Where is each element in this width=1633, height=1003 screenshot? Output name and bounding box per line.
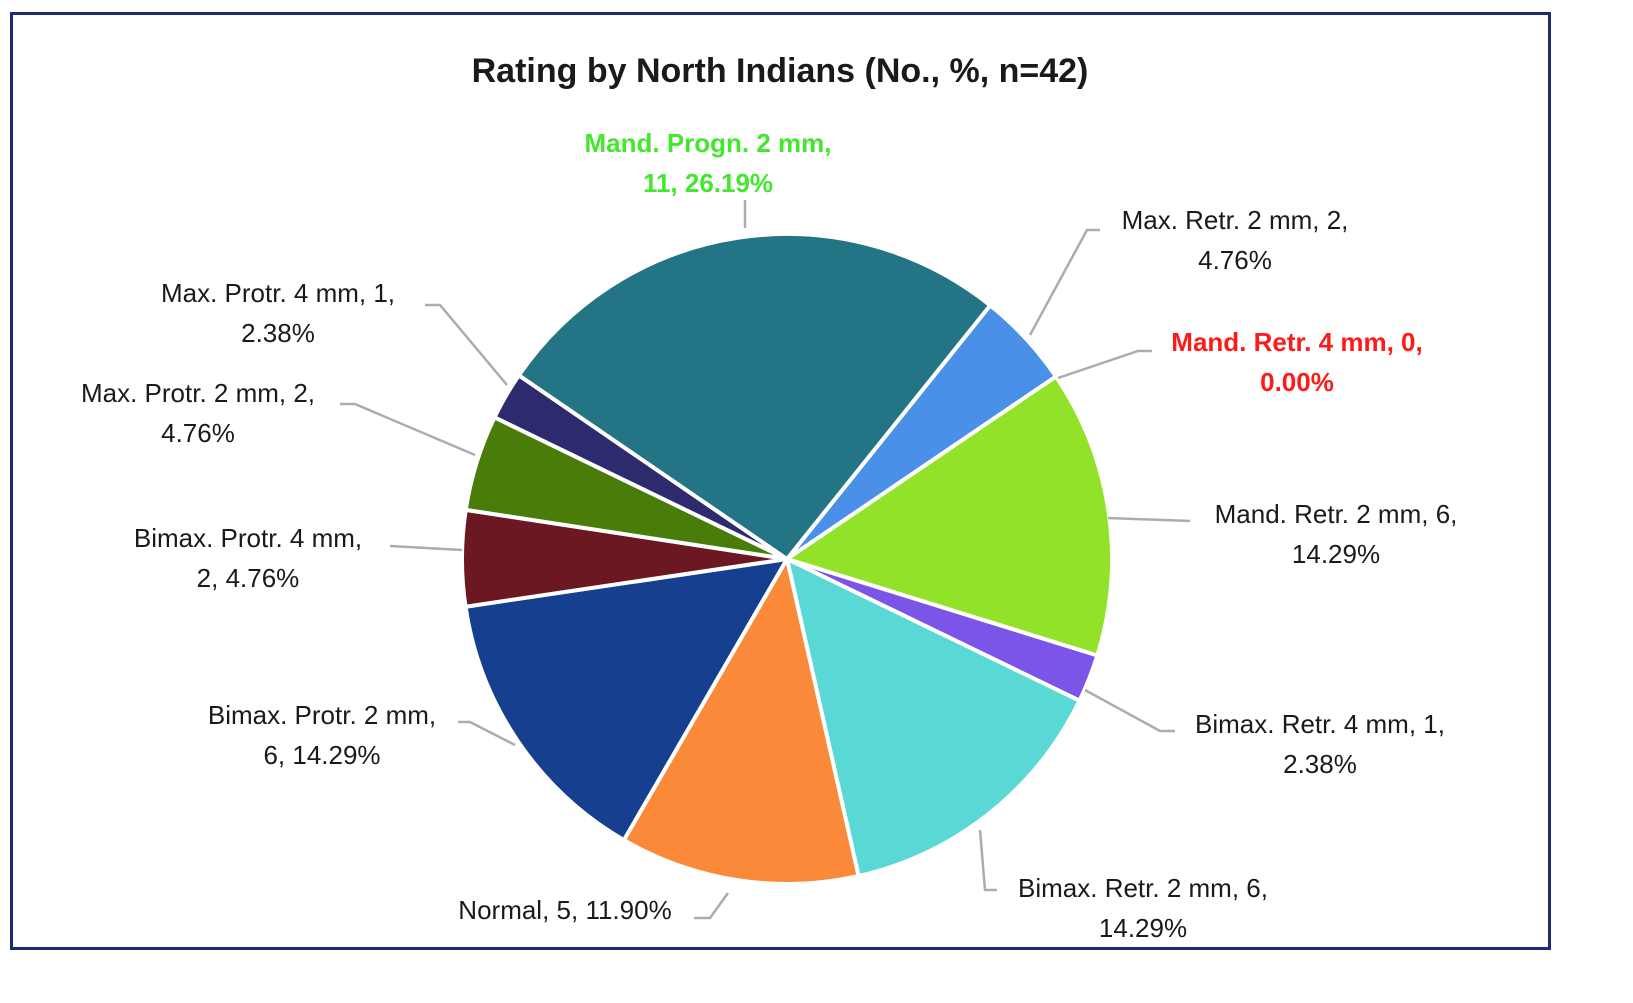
slice-normal (621, 557, 861, 886)
data-label-line: 11, 26.19% (643, 168, 773, 198)
data-label-max-protr-2-mm: Max. Protr. 2 mm, 2, 4.76% (81, 378, 315, 448)
data-label-mand-retr-2-mm: Mand. Retr. 2 mm, 6, 14.29% (1215, 499, 1458, 569)
data-label-line: Max. Protr. 2 mm, 2, (81, 378, 315, 408)
data-label-mand-progn-2-mm: Mand. Progn. 2 mm, 11, 26.19% (584, 128, 831, 198)
data-label-mand-retr-4-mm: Mand. Retr. 4 mm, 0, 0.00% (1171, 327, 1422, 397)
data-label-bimax-protr-2-mm: Bimax. Protr. 2 mm, 6, 14.29% (208, 700, 436, 770)
data-label-line: 4.76% (161, 418, 235, 448)
data-label-line: Normal, 5, 11.90% (458, 895, 671, 925)
data-label-line: Bimax. Retr. 2 mm, 6, (1018, 873, 1268, 903)
data-label-line: Mand. Retr. 2 mm, 6, (1215, 499, 1458, 529)
leader-line-max-protr-2-mm (340, 402, 476, 457)
data-label-bimax-retr-4-mm: Bimax. Retr. 4 mm, 1, 2.38% (1195, 709, 1445, 779)
data-label-line: Max. Retr. 2 mm, 2, (1122, 205, 1349, 235)
slice-mand-progn-2-mm (516, 232, 993, 561)
data-label-line: 2.38% (241, 318, 315, 348)
data-label-line: 6, 14.29% (263, 740, 380, 770)
data-label-max-protr-4-mm: Max. Protr. 4 mm, 1, 2.38% (161, 278, 395, 348)
data-label-line: 0.00% (1260, 367, 1334, 397)
leader-line-bimax-retr-4-mm (1084, 688, 1175, 733)
data-label-line: Max. Protr. 4 mm, 1, (161, 278, 395, 308)
data-label-line: Bimax. Protr. 2 mm, (208, 700, 436, 730)
data-label-line: Bimax. Protr. 4 mm, (134, 523, 362, 553)
data-label-line: 2.38% (1283, 749, 1357, 779)
data-label-line: Bimax. Retr. 4 mm, 1, (1195, 709, 1445, 739)
chart-frame (10, 12, 1551, 950)
leader-line-mand-retr-2-mm (1107, 516, 1191, 523)
data-label-line: Mand. Retr. 4 mm, 0, (1171, 327, 1422, 357)
data-label-line: 4.76% (1198, 245, 1272, 275)
leader-line-bimax-retr-2-mm (978, 829, 997, 892)
data-label-line: Mand. Progn. 2 mm, (584, 128, 831, 158)
data-label-bimax-protr-4-mm: Bimax. Protr. 4 mm, 2, 4.76% (134, 523, 362, 593)
leader-line-max-retr-2-mm (1028, 228, 1100, 336)
leader-line-mand-retr-4-mm (1057, 349, 1152, 380)
slice-mand-retr-2-mm (785, 374, 1114, 658)
data-label-normal: Normal, 5, 11.90% (458, 895, 671, 925)
chart-title: Rating by North Indians (No., %, n=42) (472, 52, 1089, 90)
leader-line-max-protr-4-mm (425, 303, 508, 386)
data-label-max-retr-2-mm: Max. Retr. 2 mm, 2, 4.76% (1122, 205, 1349, 275)
leader-line-normal (694, 892, 730, 920)
data-label-line: 14.29% (1292, 539, 1380, 569)
slice-bimax-protr-2-mm (463, 557, 789, 843)
data-label-line: 2, 4.76% (197, 563, 300, 593)
leader-line-bimax-protr-4-mm (389, 544, 463, 552)
data-label-bimax-retr-2-mm: Bimax. Retr. 2 mm, 6, 14.29% (1018, 873, 1268, 943)
data-label-line: 14.29% (1099, 913, 1187, 943)
slice-bimax-retr-2-mm (785, 557, 1082, 879)
leader-line-bimax-protr-2-mm (458, 720, 516, 747)
